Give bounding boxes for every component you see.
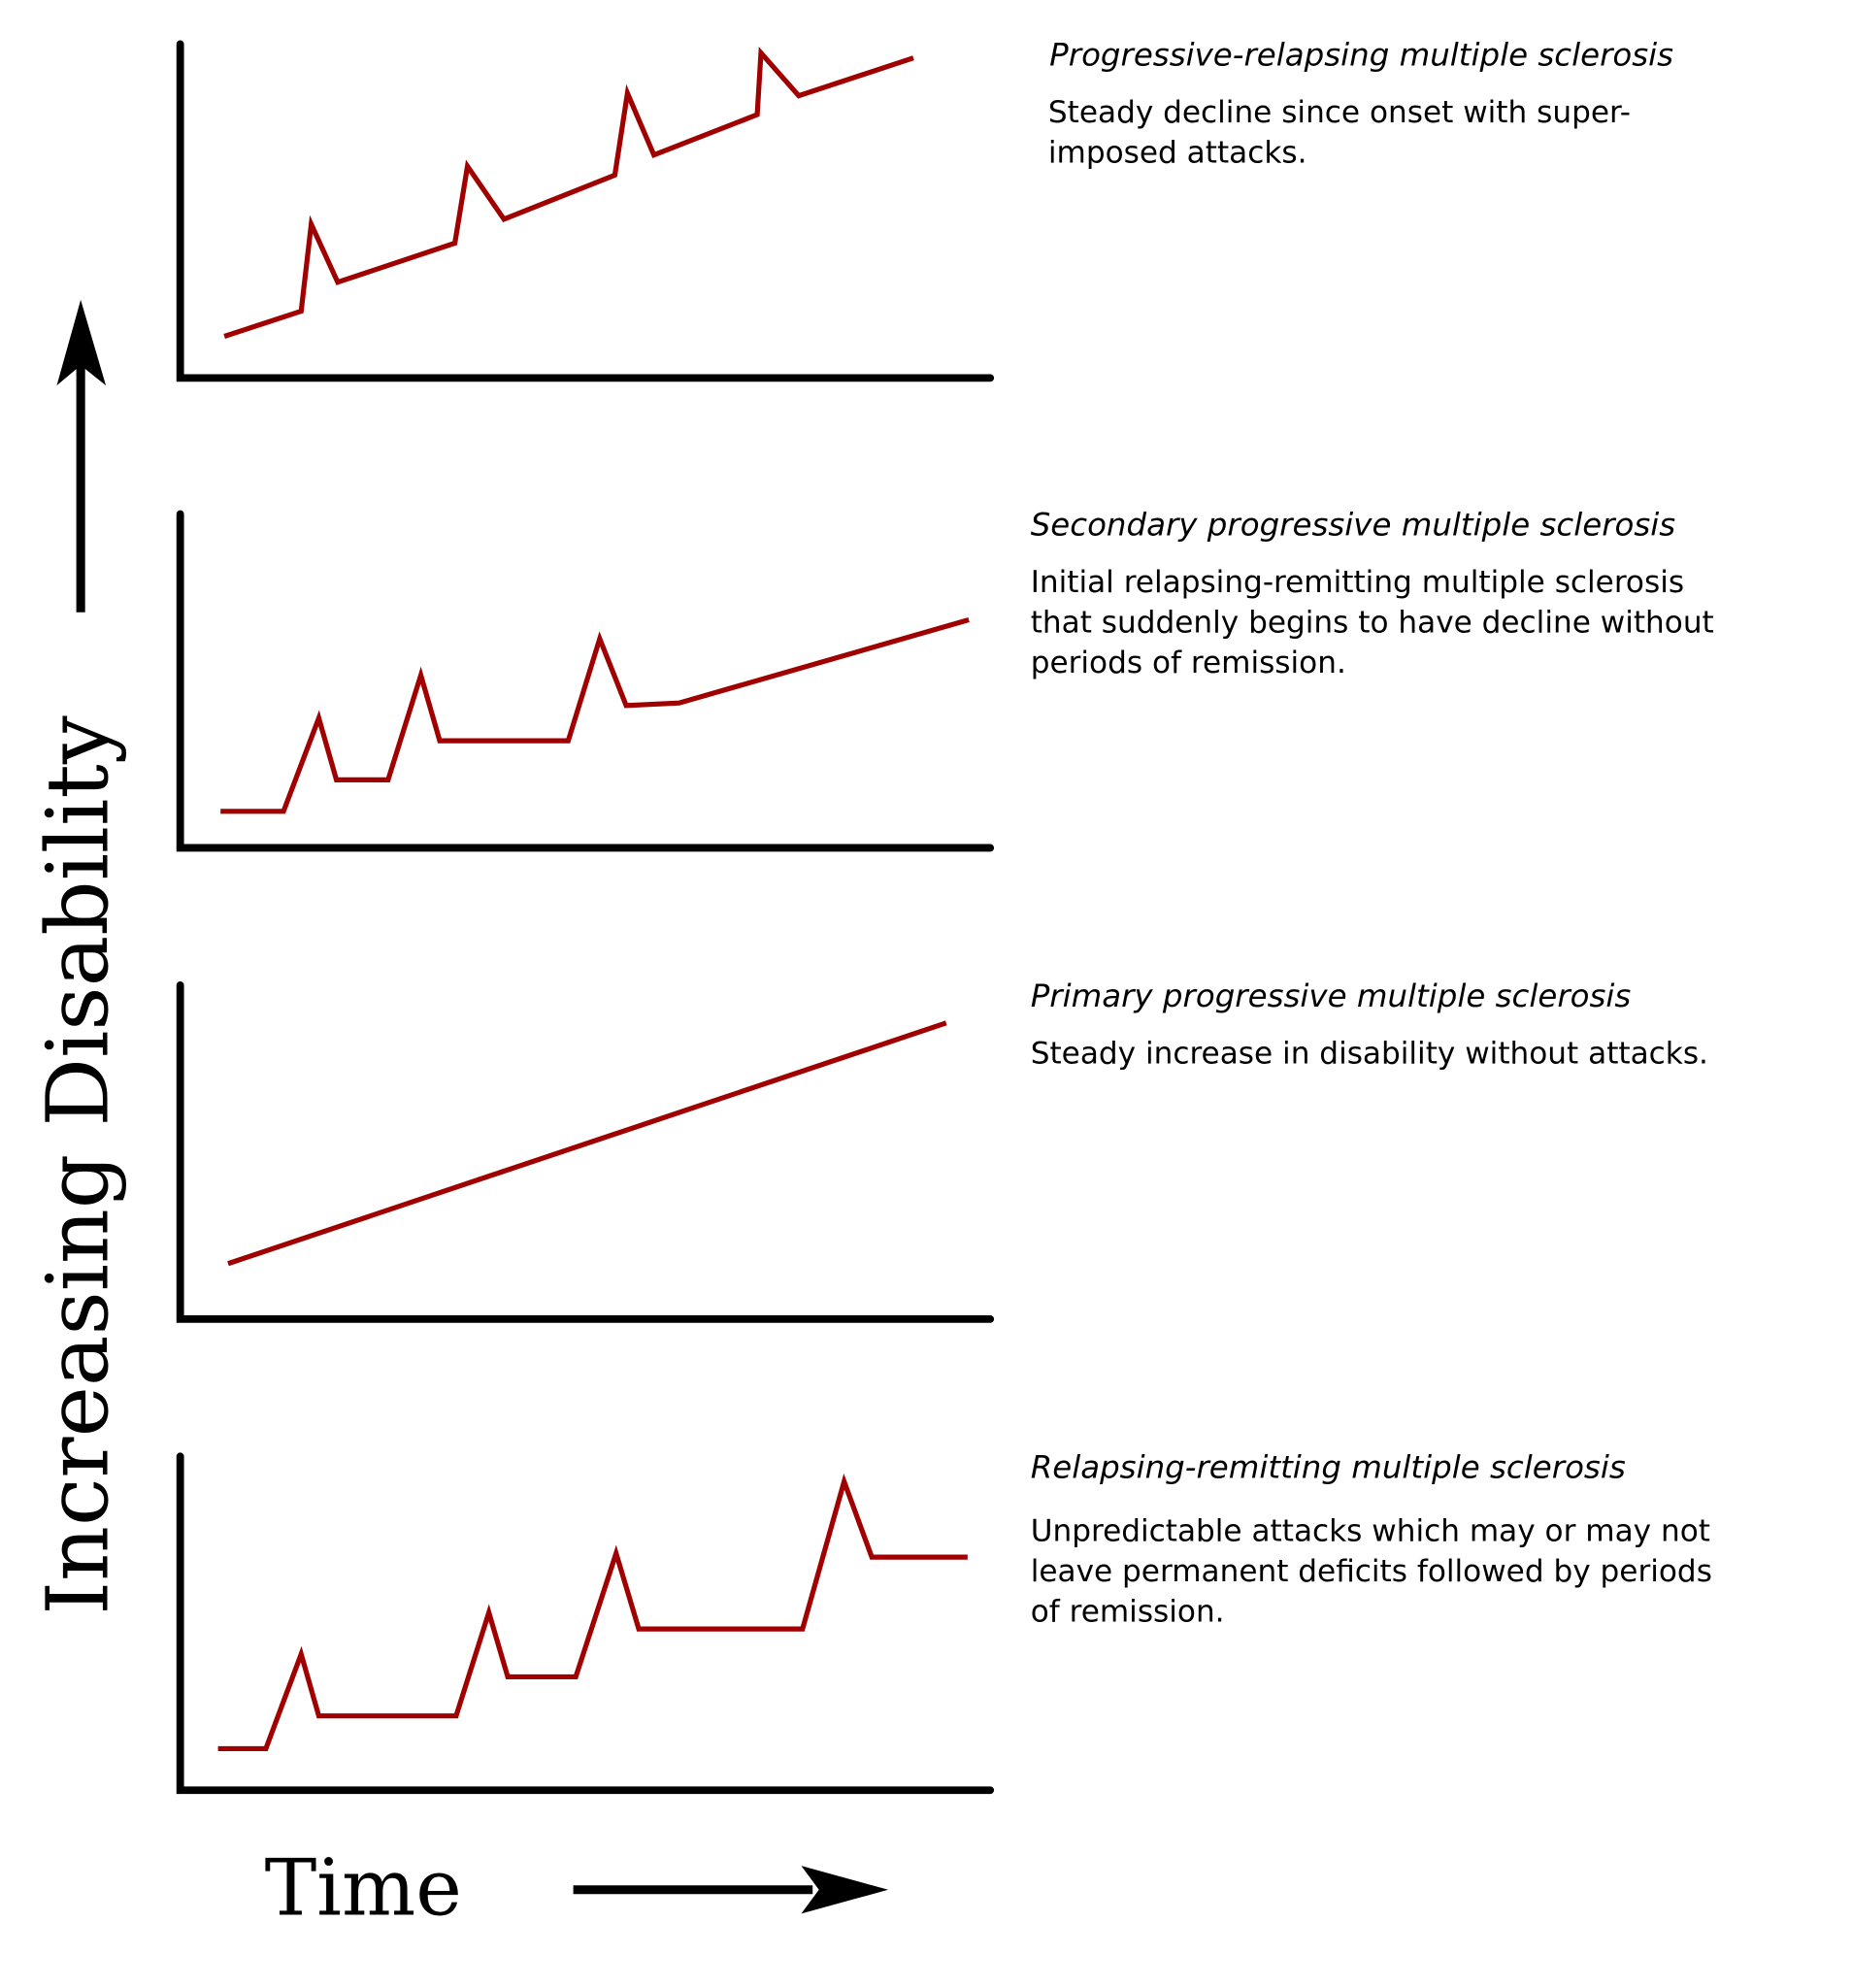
panel: Relapsing-remitting multiple sclerosis Un… [176, 1448, 1712, 1795]
panel: Primary progressive multiple sclerosis St… [176, 977, 1708, 1323]
panel-axes [176, 1452, 995, 1795]
panel: Progressive-relapsing multiple sclerosis… [176, 36, 1673, 382]
panel-title: Secondary progressive multiple sclerosis [1031, 507, 1676, 544]
panel-axes [176, 40, 995, 382]
disability-trace [217, 1473, 968, 1752]
right-arrow-icon [573, 1866, 889, 1914]
panel-description-line: Unpredictable attacks which may or may n… [1031, 1513, 1710, 1548]
panel-description-line: Initial relapsing-remitting multiple scl… [1031, 565, 1684, 600]
panel-description-line: of remission. [1031, 1594, 1225, 1629]
panel-description-line: leave permanent deficits followed by per… [1031, 1554, 1712, 1589]
panel-description-line: that suddenly begins to have decline wit… [1031, 606, 1714, 641]
panel-title: Relapsing-remitting multiple sclerosis [1031, 1448, 1626, 1485]
panel-description-line: imposed attacks. [1048, 135, 1307, 170]
disability-trace [227, 1020, 947, 1267]
up-arrow-icon [56, 299, 107, 613]
panel-title: Progressive-relapsing multiple sclerosis [1049, 36, 1673, 73]
panel-description-line: Steady decline since onset with super- [1048, 95, 1631, 130]
panel-axes [176, 510, 995, 852]
disability-trace [220, 617, 970, 814]
panel-axes [176, 981, 995, 1323]
y-axis-label: Increasing Disability [27, 715, 127, 1615]
panel-description-line: Steady increase in disability without at… [1031, 1036, 1708, 1071]
panel-description-line: periods of remission. [1031, 646, 1346, 680]
disability-trace [223, 47, 914, 339]
panel: Secondary progressive multiple sclerosis… [176, 507, 1714, 852]
x-axis-label: Time [265, 1842, 462, 1934]
panel-title: Primary progressive multiple sclerosis [1031, 977, 1632, 1014]
